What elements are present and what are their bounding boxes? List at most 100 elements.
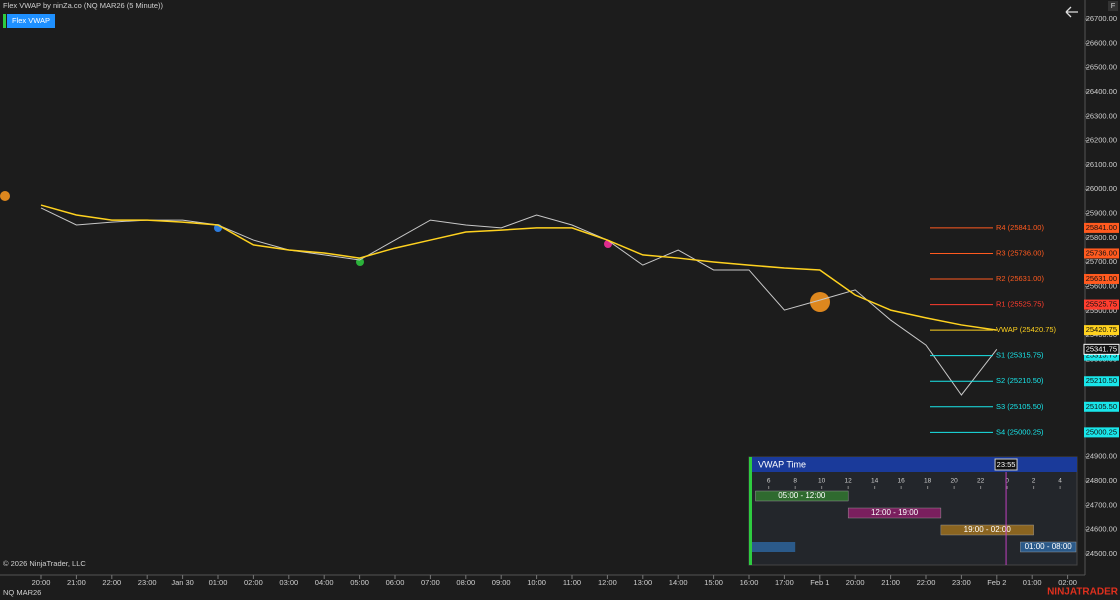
- panel-tick-label: 0: [1005, 478, 1009, 485]
- y-tick-label: 26000.00: [1086, 184, 1117, 193]
- session-bar: [940, 524, 1034, 536]
- level-tag: 25420.75: [1086, 325, 1117, 334]
- panel-tick-label: 18: [924, 478, 932, 485]
- level-tag: 25000.25: [1086, 427, 1117, 436]
- level-tag: 25105.50: [1086, 402, 1117, 411]
- y-tick-label: 26700.00: [1086, 14, 1117, 23]
- panel-tick-label: 2: [1032, 478, 1036, 485]
- level-tag-box: [1084, 401, 1119, 412]
- level-tag-box: [1084, 376, 1119, 387]
- y-tick-label: 25700.00: [1086, 257, 1117, 266]
- indicator-button[interactable]: [7, 14, 55, 28]
- level-tag: 25841.00: [1086, 223, 1117, 232]
- x-tick-label: 16:00: [740, 578, 759, 587]
- session-bar: [755, 490, 849, 502]
- corner-box[interactable]: [1108, 1, 1118, 11]
- level-label: R4 (25841.00): [996, 223, 1044, 232]
- panel-tick-label: 14: [871, 478, 879, 485]
- level-tag-box: [1084, 248, 1119, 259]
- session-bar: [847, 507, 942, 519]
- session-label: 05:00 - 12:00: [778, 491, 826, 500]
- panel-tick-label: 22: [977, 478, 985, 485]
- level-tag-box: [1084, 299, 1119, 310]
- level-tag-box: [1084, 350, 1119, 361]
- x-tick-label: 22:00: [102, 578, 121, 587]
- session-label: 01:00 - 08:00: [1025, 542, 1073, 551]
- level-label: R2 (25631.00): [996, 274, 1044, 283]
- indicator-flag: [3, 14, 6, 28]
- x-tick-label: 15:00: [704, 578, 723, 587]
- level-tag-box: [1084, 222, 1119, 233]
- panel-tick-label: 20: [951, 478, 959, 485]
- x-tick-label: 12:00: [598, 578, 617, 587]
- x-tick-label: Jan 30: [171, 578, 194, 587]
- brand: NINJATRADER: [1047, 587, 1119, 598]
- x-tick-label: 09:00: [492, 578, 511, 587]
- x-tick-label: 21:00: [67, 578, 86, 587]
- x-tick-label: 14:00: [669, 578, 688, 587]
- y-tick-label: 26200.00: [1086, 136, 1117, 145]
- chart-title: Flex VWAP by ninZa.co (NQ MAR26 (5 Minut…: [3, 1, 164, 10]
- level-tag: 25315.75: [1086, 351, 1117, 360]
- x-tick-label: 11:00: [563, 578, 581, 587]
- x-tick-label: 07:00: [421, 578, 440, 587]
- y-tick-label: 25500.00: [1086, 306, 1117, 315]
- y-tick-label: 25900.00: [1086, 209, 1117, 218]
- corner-label[interactable]: F: [1111, 1, 1116, 10]
- now-box: [994, 458, 1018, 471]
- panel-tick-label: 16: [898, 478, 906, 485]
- session-bar-wrap: [752, 542, 796, 552]
- x-tick-label: 13:00: [633, 578, 652, 587]
- y-tick-label: 24800.00: [1086, 476, 1117, 485]
- y-tick-label: 24900.00: [1086, 452, 1117, 461]
- panel-accent: [749, 457, 752, 565]
- anchor-dot: [0, 191, 10, 201]
- anchor-dot: [810, 292, 830, 312]
- x-tick-label: 02:00: [1058, 578, 1077, 587]
- panel-title: VWAP Time: [758, 459, 806, 469]
- x-tick-label: 23:00: [952, 578, 971, 587]
- y-tick-label: 25800.00: [1086, 233, 1117, 242]
- indicator-button-label[interactable]: Flex VWAP: [12, 16, 50, 25]
- x-tick-label: 03:00: [279, 578, 298, 587]
- instrument: NQ MAR26: [3, 588, 41, 597]
- level-label: S2 (25210.50): [996, 376, 1044, 385]
- series-line: [40, 207, 998, 396]
- level-label: S4 (25000.25): [996, 427, 1044, 436]
- y-tick-label: 24600.00: [1086, 525, 1117, 534]
- level-label: S1 (25315.75): [996, 351, 1044, 360]
- y-tick-label: 26500.00: [1086, 63, 1117, 72]
- level-tag: 25631.00: [1086, 274, 1117, 283]
- level-label: R1 (25525.75): [996, 300, 1044, 309]
- x-tick-label: Feb 2: [987, 578, 1006, 587]
- copyright: © 2026 NinjaTrader, LLC: [3, 559, 86, 568]
- panel-tick-label: 4: [1058, 478, 1062, 485]
- series-line: [40, 204, 997, 331]
- x-tick-label: 05:00: [350, 578, 369, 587]
- y-tick-label: 24700.00: [1086, 500, 1117, 509]
- x-tick-label: 20:00: [32, 578, 51, 587]
- last-price-box: [1083, 343, 1120, 355]
- y-tick-label: 26300.00: [1086, 111, 1117, 120]
- y-tick-label: 26400.00: [1086, 87, 1117, 96]
- session-label: 12:00 - 19:00: [871, 508, 919, 517]
- x-tick-label: 20:00: [846, 578, 865, 587]
- level-tag: 25210.50: [1086, 376, 1117, 385]
- panel-tick-label: 12: [845, 478, 853, 485]
- x-tick-label: 04:00: [315, 578, 334, 587]
- x-tick-label: 08:00: [456, 578, 475, 587]
- y-tick-label: 25600.00: [1086, 281, 1117, 290]
- back-arrow[interactable]: [1065, 6, 1078, 18]
- x-tick-label: 01:00: [209, 578, 228, 587]
- level-label: S3 (25105.50): [996, 402, 1044, 411]
- level-tag-box: [1084, 325, 1119, 336]
- panel-tick-label: 8: [793, 478, 797, 485]
- level-tag: 25525.75: [1086, 300, 1117, 309]
- x-tick-label: 21:00: [881, 578, 900, 587]
- y-tick-label: 26100.00: [1086, 160, 1117, 169]
- x-tick-label: 23:00: [138, 578, 157, 587]
- session-label: 19:00 - 02:00: [964, 525, 1012, 534]
- x-tick-label: Feb 1: [810, 578, 829, 587]
- last-price-tag: 25341.75: [1086, 344, 1117, 353]
